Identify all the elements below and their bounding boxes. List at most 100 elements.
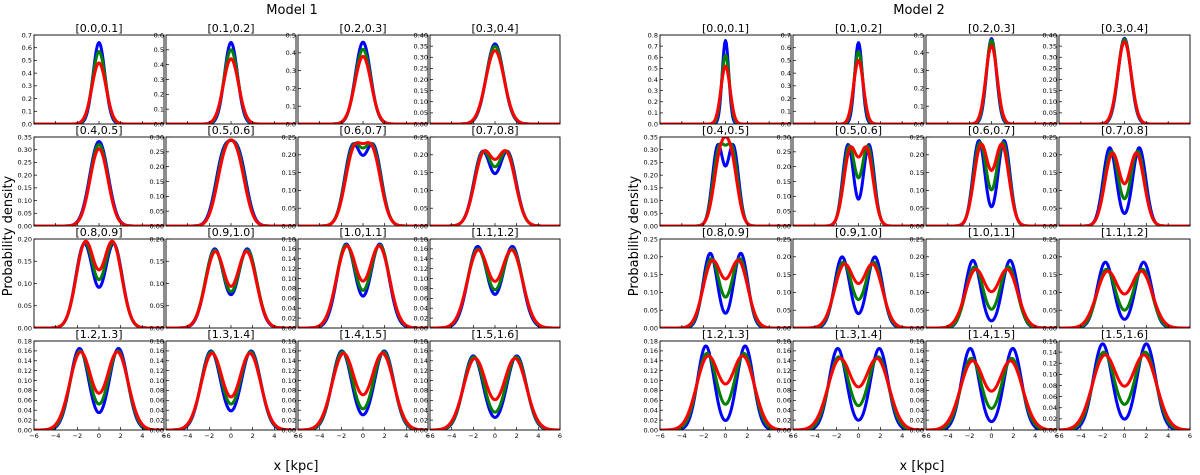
panel: 0.000.020.040.060.080.100.120.140.160.18… xyxy=(282,226,429,332)
y-tick-label: 0.04 xyxy=(18,407,32,415)
y-tick-label: 0.15 xyxy=(1043,271,1057,279)
y-tick-label: 0.05 xyxy=(1043,307,1057,315)
y-tick-label: 0.14 xyxy=(1043,348,1057,356)
series-line-green xyxy=(34,50,164,124)
series-line-green xyxy=(166,48,296,124)
panel-title: [0.3,0.4] xyxy=(471,22,518,35)
y-tick-label: 0.7 xyxy=(22,31,32,39)
x-tick-label: −4 xyxy=(447,432,457,440)
series-line-blue xyxy=(793,346,924,430)
y-tick-label: 0.3 xyxy=(648,87,658,95)
y-tick-label: 0.08 xyxy=(18,387,32,395)
y-tick-label: 0.00 xyxy=(910,222,924,230)
panel-title: [1.4,1.5] xyxy=(968,328,1015,341)
y-tick-label: 0.15 xyxy=(18,184,32,192)
y-tick-label: 0.10 xyxy=(777,289,791,297)
y-tick-label: 0.0 xyxy=(648,120,658,128)
y-tick-label: 0.00 xyxy=(910,324,924,332)
y-tick-label: 0.00 xyxy=(910,426,924,434)
y-tick-label: 0.10 xyxy=(910,289,924,297)
y-tick-label: 0.04 xyxy=(777,407,791,415)
panel-frame xyxy=(1058,34,1191,125)
y-tick-label: 0.4 xyxy=(648,76,658,84)
y-tick-label: 0.3 xyxy=(22,82,32,90)
x-tick-label: −2 xyxy=(73,432,83,440)
panel: 0.000.020.040.060.080.100.120.140.160.18… xyxy=(150,328,299,440)
series-line-blue xyxy=(166,138,296,226)
x-tick-label: 2 xyxy=(745,432,749,440)
y-tick-label: 0.00 xyxy=(282,222,296,230)
series-line-green xyxy=(926,140,1057,226)
series-line-green xyxy=(793,50,924,124)
series-line-green xyxy=(793,144,924,226)
x-tick-label: 0 xyxy=(361,432,365,440)
x-tick-label: 6 xyxy=(1055,432,1059,440)
y-tick-label: 0.10 xyxy=(1043,371,1057,379)
series-line-green xyxy=(430,149,560,226)
x-tick-label: −4 xyxy=(677,432,687,440)
series-line-blue xyxy=(298,242,428,328)
y-tick-label: 0.16 xyxy=(777,347,791,355)
y-tick-label: 0.40 xyxy=(414,31,428,39)
panel-frame xyxy=(659,340,792,431)
y-tick-label: 0.18 xyxy=(282,235,296,243)
y-tick-label: 0.2 xyxy=(286,85,296,93)
y-tick-label: 0.02 xyxy=(910,416,924,424)
y-tick-label: 0.04 xyxy=(414,407,428,415)
model1-panels: 0.00.10.20.30.40.50.60.7[0.0,0.1]0.00.10… xyxy=(18,22,563,440)
panel: 0.0 0.1 0.2 0.3 0.4 0.5 [0.2,0.3] xyxy=(286,22,429,128)
y-tick-label: 0.1 xyxy=(154,105,164,113)
x-tick-label: 4 xyxy=(140,432,144,440)
series-line-blue xyxy=(298,349,428,430)
y-tick-label: 0.00 xyxy=(1043,120,1057,128)
y-tick-label: 0.00 xyxy=(414,426,428,434)
y-tick-label: 0.3 xyxy=(154,76,164,84)
x-tick-label: 2 xyxy=(515,432,519,440)
x-tick-label: −6 xyxy=(29,432,39,440)
panel-title: [0.6,0.7] xyxy=(968,124,1015,137)
panel: 0.00 0.05 0.10 0.15 0.20 0.25 [1.0,1.1] xyxy=(910,226,1058,332)
x-tick-label: −6 xyxy=(921,432,931,440)
panel: 0.00 0.05 0.10 0.15 0.20 0.25 [1.1,1.2] xyxy=(1043,226,1191,332)
series-line-blue xyxy=(166,349,296,430)
y-tick-label: 0.25 xyxy=(150,148,164,156)
y-tick-label: 0.15 xyxy=(910,169,924,177)
x-tick-label: 6 xyxy=(294,432,298,440)
y-tick-label: 0.00 xyxy=(282,426,296,434)
panel: 0.00 0.05 0.10 0.15 0.20 0.25 0.30 0.35 0.40 [0.3… xyxy=(1043,22,1191,128)
series-line-red xyxy=(793,145,924,226)
panel-title: [1.1,1.2] xyxy=(471,226,518,239)
y-tick-label: 0.16 xyxy=(644,347,658,355)
series-line-blue xyxy=(298,40,428,124)
y-tick-label: 0.02 xyxy=(282,314,296,322)
y-tick-label: 0.20 xyxy=(18,171,32,179)
x-tick-label: −6 xyxy=(425,432,435,440)
x-tick-label: −2 xyxy=(1098,432,1108,440)
panel: 0.000.020.040.060.080.100.120.140.160.18… xyxy=(414,328,563,440)
y-tick-label: 0.20 xyxy=(414,151,428,159)
y-tick-label: 0.5 xyxy=(648,65,658,73)
panel: 0.00 0.05 0.10 0.15 0.20 0.25 [0.8,0.9] xyxy=(644,226,792,332)
series-line-red xyxy=(166,57,296,124)
y-tick-label: 0.15 xyxy=(777,271,791,279)
y-tick-label: 0.18 xyxy=(644,337,658,345)
panel-title: [1.4,1.5] xyxy=(339,328,386,341)
panel: 0.00 0.05 0.10 0.15 0.20 [0.8,0.9] xyxy=(18,226,165,332)
y-tick-label: 0.15 xyxy=(414,169,428,177)
panel-frame xyxy=(297,238,429,329)
y-tick-label: 0.10 xyxy=(910,187,924,195)
series-line-green xyxy=(166,248,296,328)
x-tick-label: 0 xyxy=(1122,432,1126,440)
series-line-red xyxy=(166,351,296,430)
series-line-blue xyxy=(1059,342,1190,430)
x-tick-label: −2 xyxy=(205,432,215,440)
y-tick-label: 0.20 xyxy=(150,235,164,243)
series-line-blue xyxy=(1059,36,1190,124)
x-tick-label: −4 xyxy=(810,432,820,440)
y-tick-label: 0.30 xyxy=(777,133,791,141)
x-tick-label: −6 xyxy=(161,432,171,440)
y-tick-label: 0.18 xyxy=(150,337,164,345)
panel-frame xyxy=(297,340,429,431)
y-tick-label: 0.2 xyxy=(22,95,32,103)
